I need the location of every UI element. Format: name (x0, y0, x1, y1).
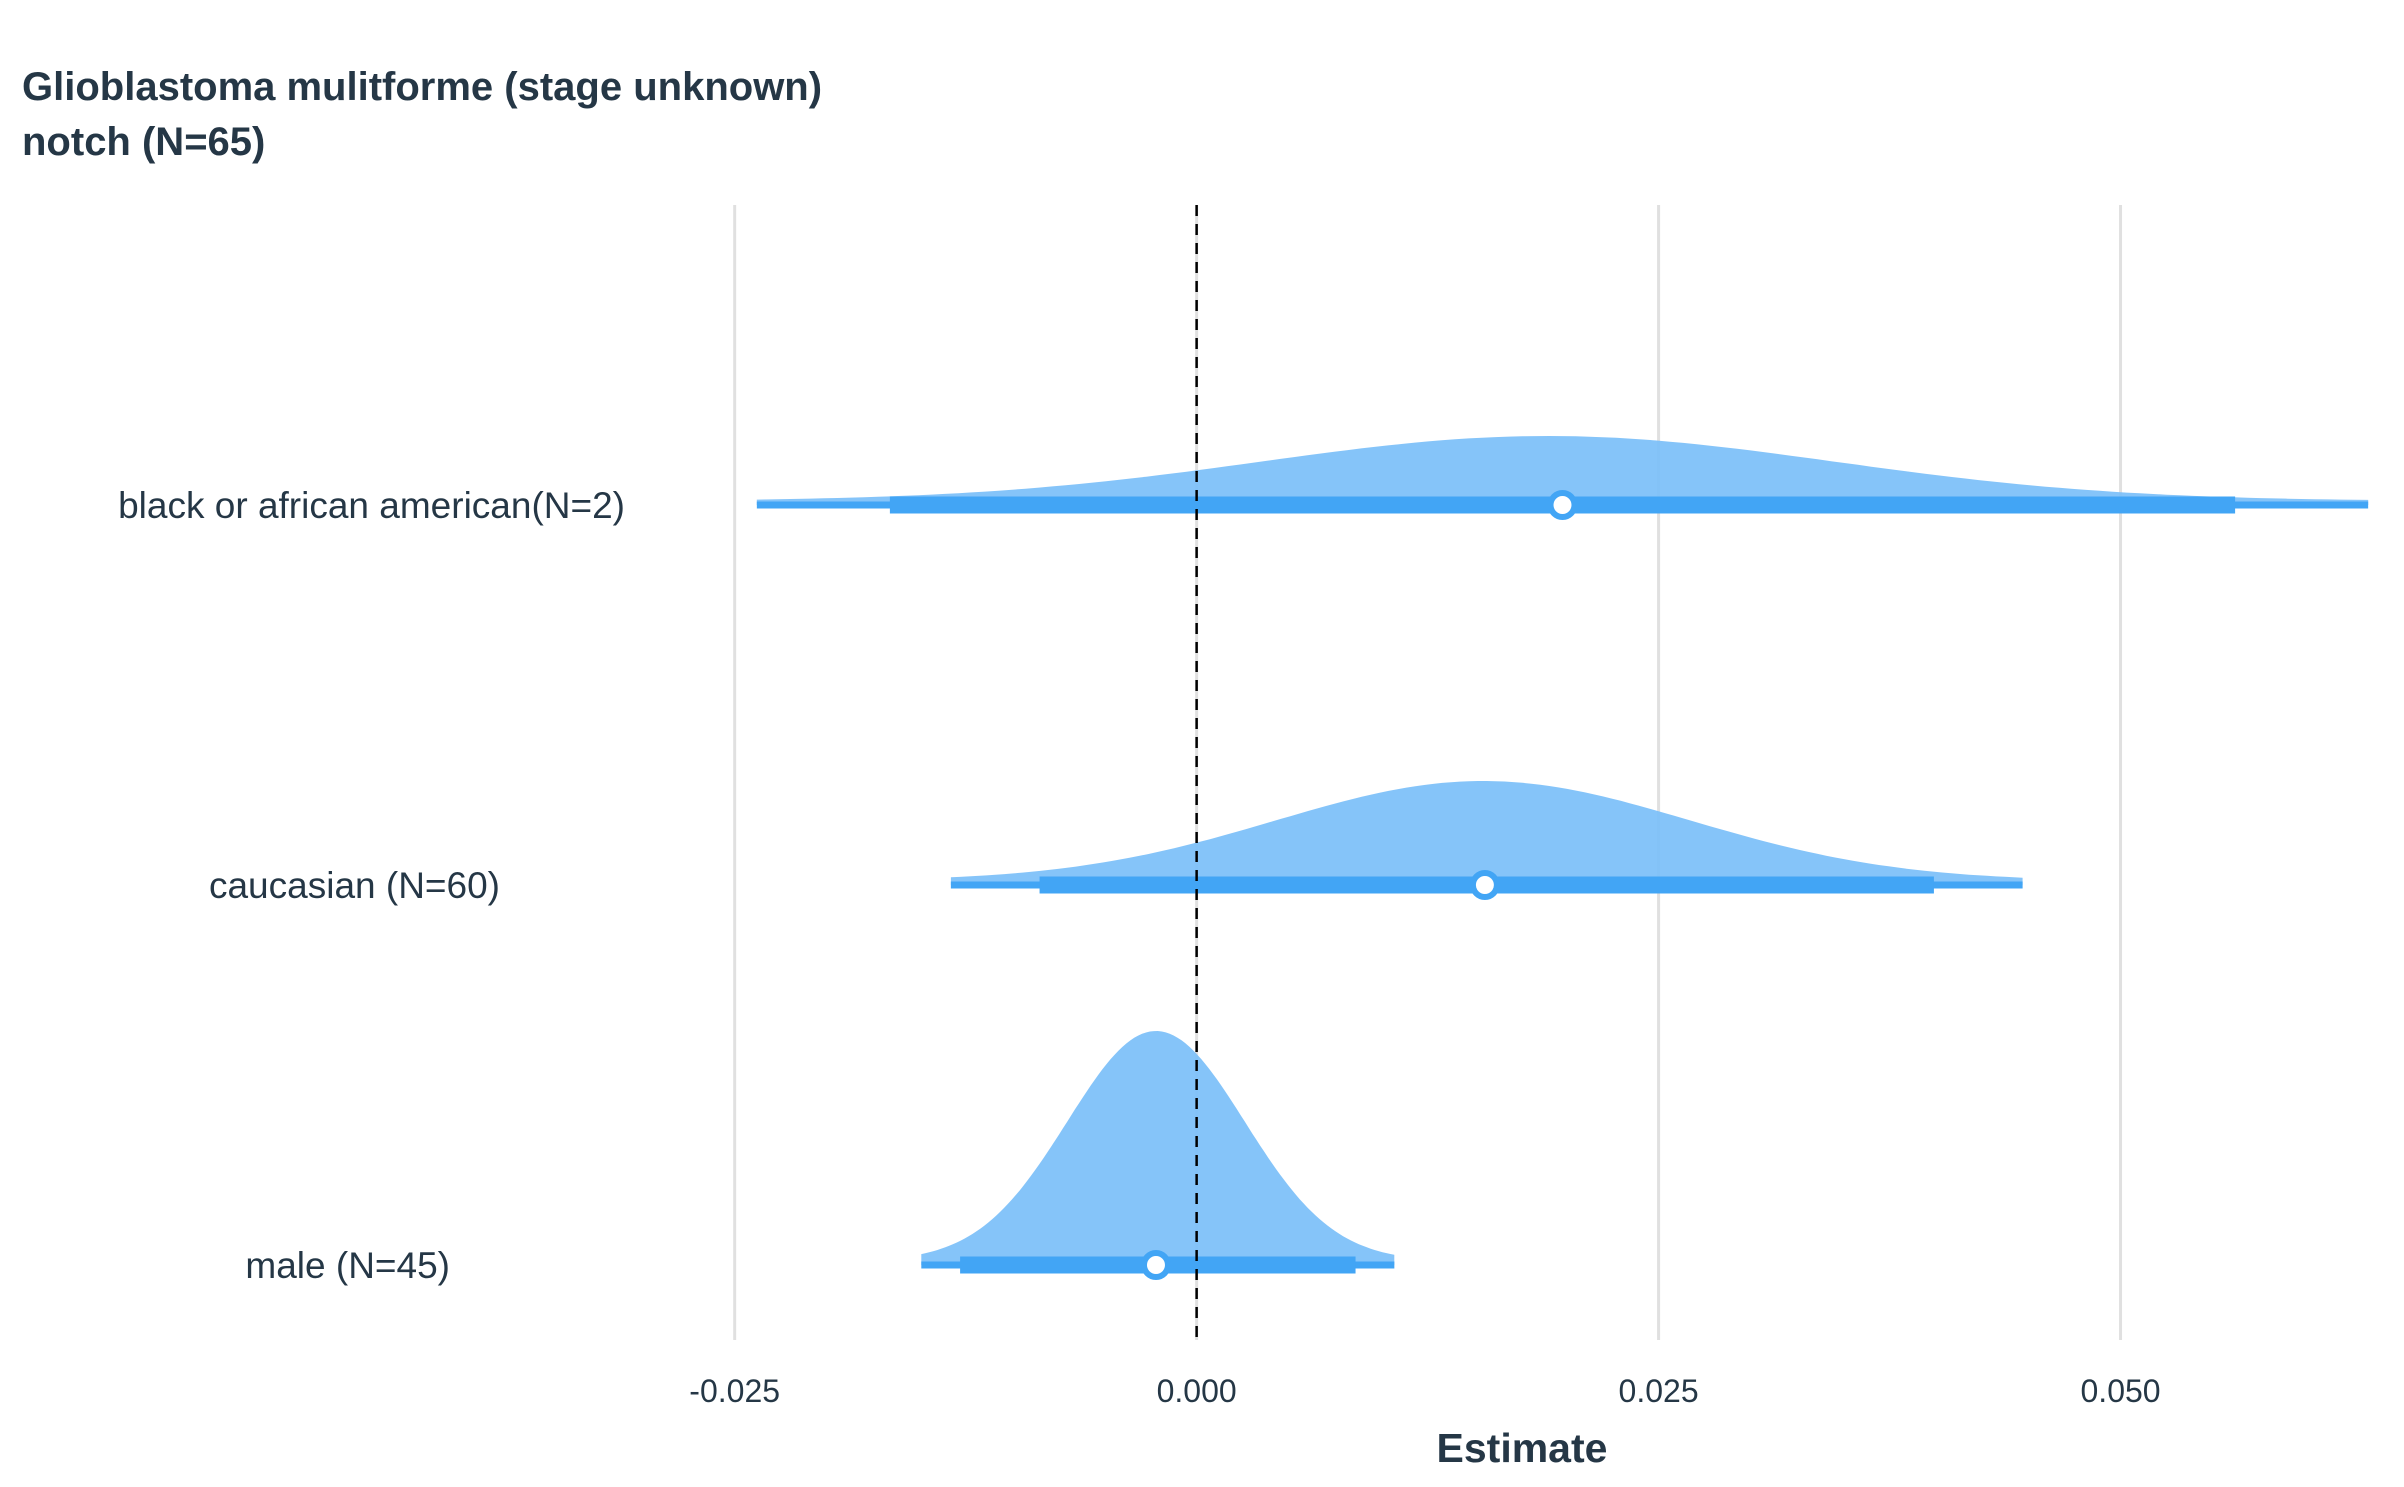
distribution-row (950, 781, 2023, 900)
point-estimate (1469, 870, 1500, 900)
density-slab (950, 781, 2023, 885)
category-label: caucasian (N=60) (209, 865, 500, 906)
density-slab (921, 1031, 1395, 1265)
category-labels: black or african american(N=2) caucasian … (118, 485, 625, 1286)
point-estimate (1547, 490, 1578, 520)
chart-title-line-2: notch (N=65) (22, 120, 265, 164)
x-tick-label: 0.025 (1619, 1373, 1699, 1409)
x-axis-title: Estimate (1437, 1425, 1608, 1471)
distribution-row (756, 436, 2369, 520)
x-tick-label: 0.000 (1157, 1373, 1237, 1409)
x-axis-ticks: -0.025 0.000 0.025 0.050 (689, 1373, 2160, 1409)
distributions (756, 436, 2369, 1280)
gridlines (733, 205, 2123, 1340)
category-label: male (N=45) (245, 1245, 450, 1286)
distribution-row (921, 1031, 1395, 1280)
category-label: black or african american(N=2) (118, 485, 625, 526)
x-tick-label: -0.025 (689, 1373, 780, 1409)
density-slab (756, 436, 2369, 505)
chart-title-line-1: Glioblastoma mulitforme (stage unknown) (22, 65, 822, 109)
point-estimate (1140, 1250, 1171, 1280)
x-tick-label: 0.050 (2081, 1373, 2161, 1409)
